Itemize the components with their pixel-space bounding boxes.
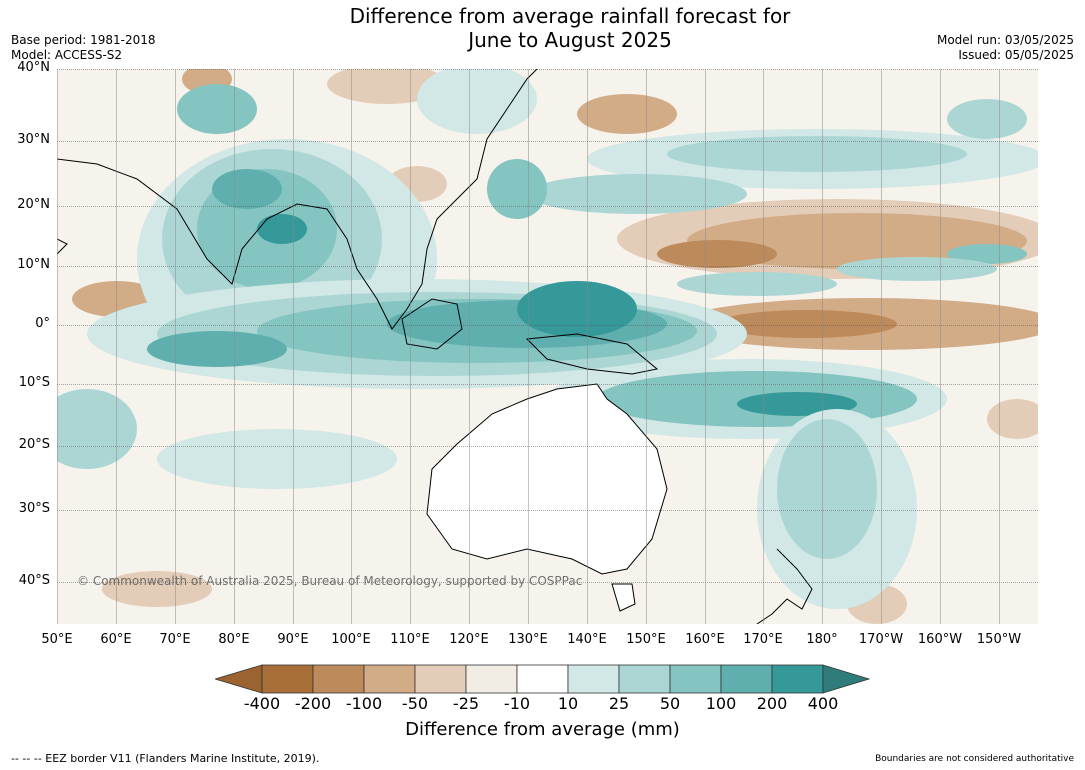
latitude-label: 10°S — [18, 375, 50, 390]
longitude-label: 170°E — [743, 632, 783, 647]
longitude-label: 80°E — [218, 632, 250, 647]
base-period-text: Base period: 1981-2018 — [11, 33, 156, 47]
tasmania-landmass — [611, 583, 636, 612]
longitude-label: 60°E — [100, 632, 132, 647]
new-guinea-coastline — [525, 333, 659, 375]
colorbar-segment — [720, 664, 773, 694]
colorbar-tick-label: -50 — [401, 694, 429, 713]
eez-legend-note: -- -- -- EEZ border V11 (Flanders Marine… — [11, 752, 320, 765]
colorbar-tick-label: 50 — [659, 694, 681, 713]
colorbar-tick-label: 400 — [807, 694, 839, 713]
longitude-label: 150°W — [976, 632, 1022, 647]
rainfall-map — [57, 69, 1038, 624]
colorbar-segment — [516, 664, 569, 694]
longitude-label: 130°E — [508, 632, 548, 647]
colorbar-tick-label: -200 — [294, 694, 332, 713]
meta-right: Model run: 03/05/2025 Issued: 05/05/2025 — [937, 33, 1074, 63]
australia-landmass — [426, 383, 668, 575]
colorbar-segment — [261, 664, 314, 694]
colorbar — [215, 664, 870, 694]
longitude-label: 70°E — [159, 632, 191, 647]
latitude-label: 20°N — [17, 197, 50, 212]
colorbar-tick-label: 100 — [705, 694, 737, 713]
africa-coastline — [57, 238, 68, 255]
longitude-label: 170°W — [858, 632, 904, 647]
colorbar-tick-label: 10 — [557, 694, 579, 713]
colorbar-tick-label: 25 — [608, 694, 630, 713]
title-line-1: Difference from average rainfall forecas… — [349, 4, 791, 28]
colorbar-segment — [414, 664, 467, 694]
colorbar-segment — [312, 664, 365, 694]
longitude-label: 150°E — [626, 632, 666, 647]
colorbar-segment — [465, 664, 518, 694]
colorbar-segment — [618, 664, 671, 694]
latitude-label: 0° — [35, 316, 50, 331]
latitude-label: 30°S — [18, 501, 50, 516]
colorbar-tick-label: 200 — [756, 694, 788, 713]
latitude-label: 10°N — [17, 257, 50, 272]
new-zealand-coastline — [756, 548, 813, 624]
title-line-2: June to August 2025 — [468, 28, 672, 52]
meta-left: Base period: 1981-2018 Model: ACCESS-S2 — [11, 33, 156, 63]
colorbar-over-arrow — [822, 664, 870, 694]
colorbar-label: Difference from average (mm) — [405, 719, 680, 740]
longitude-label: 100°E — [331, 632, 371, 647]
wet-anomaly-regions — [57, 69, 1038, 609]
latitude-label: 40°N — [17, 60, 50, 75]
longitude-label: 180° — [806, 632, 838, 647]
colorbar-segment — [363, 664, 416, 694]
latitude-label: 20°S — [18, 437, 50, 452]
boundaries-disclaimer: Boundaries are not considered authoritat… — [875, 754, 1074, 764]
asia-coastline — [57, 69, 538, 330]
latitude-label: 40°S — [18, 573, 50, 588]
borneo-coastline — [401, 298, 463, 350]
colorbar-segment — [669, 664, 722, 694]
model-run-text: Model run: 03/05/2025 — [936, 33, 1074, 47]
colorbar-tick-label: -100 — [345, 694, 383, 713]
model-text: Model: ACCESS-S2 — [11, 48, 123, 62]
colorbar-segment — [771, 664, 824, 694]
colorbar-tick-label: -10 — [503, 694, 531, 713]
colorbar-segment — [567, 664, 620, 694]
longitude-label: 90°E — [277, 632, 309, 647]
longitude-label: 120°E — [449, 632, 489, 647]
longitude-label: 110°E — [390, 632, 430, 647]
longitude-label: 160°E — [685, 632, 725, 647]
graticule — [57, 69, 1038, 624]
map-title: Difference from average rainfall forecas… — [270, 4, 870, 52]
longitude-label: 160°W — [917, 632, 963, 647]
longitude-label: 50°E — [41, 632, 73, 647]
colorbar-tick-label: -25 — [452, 694, 480, 713]
colorbar-tick-label: -400 — [243, 694, 281, 713]
copyright-notice: © Commonwealth of Australia 2025, Bureau… — [77, 574, 583, 588]
issued-text: Issued: 05/05/2025 — [958, 48, 1074, 62]
longitude-label: 140°E — [567, 632, 607, 647]
colorbar-under-arrow — [215, 664, 263, 694]
latitude-label: 30°N — [17, 132, 50, 147]
